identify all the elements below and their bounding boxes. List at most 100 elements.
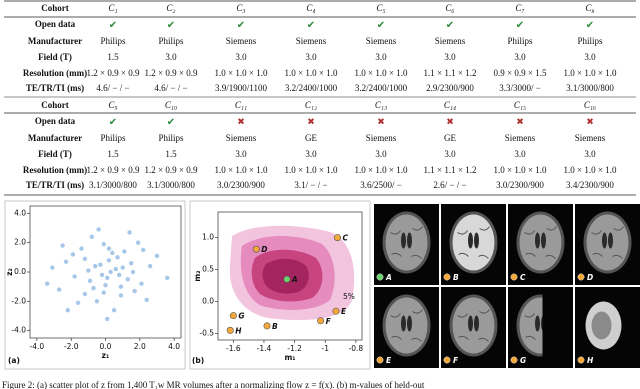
mr-ventricle <box>535 315 540 332</box>
mr-crop <box>542 287 573 368</box>
mr-ventricle <box>608 232 613 249</box>
y-tick-label: 1.0 <box>202 233 214 242</box>
table-cell: Philips <box>158 36 184 46</box>
table-cell: GE <box>444 133 456 143</box>
table-cell: C₆ <box>445 3 454 13</box>
scatter-point <box>111 307 117 313</box>
x-axis-label: z₁ <box>102 351 110 360</box>
mr-ventricle <box>401 315 406 332</box>
scatter-point <box>125 277 131 282</box>
cohort-point <box>283 275 291 283</box>
table-cell: C₉ <box>108 100 117 110</box>
scatter-point <box>130 269 136 275</box>
table-cell: Siemens <box>575 133 606 143</box>
table-cell: 1.0 × 1.0 × 1.0 <box>215 68 268 78</box>
table-cell: 0.9 × 0.9 × 1.5 <box>494 68 547 78</box>
cohort-point-label: H <box>235 326 242 335</box>
row-label: Field (T) <box>38 149 72 159</box>
mr-brain <box>385 214 428 271</box>
image-marker <box>376 356 384 364</box>
y-axis-label: z₂ <box>5 268 14 276</box>
scatter-point <box>63 259 69 264</box>
table-cell: 3.1/3000/800 <box>147 180 195 190</box>
table-cell: Siemens <box>366 133 397 143</box>
row-label: Manufacturer <box>28 133 82 143</box>
table-cell: C₁₁ <box>235 100 247 110</box>
table-cell: 1.0 × 1.0 × 1.0 <box>285 165 338 175</box>
cohort-point-label: G <box>238 312 244 321</box>
open-data-icon: ✔ <box>377 20 385 31</box>
table-cell: 3.0 <box>514 149 526 159</box>
image-marker <box>577 273 585 281</box>
table-cell: 3.4/2300/900 <box>566 180 614 190</box>
scatter-point <box>144 297 149 303</box>
image-label: H <box>587 356 594 365</box>
table-cell: 3.0 <box>514 52 526 62</box>
table-cell: 1.0 × 1.0 × 1.0 <box>215 165 268 175</box>
scatter-point <box>129 261 134 266</box>
caption: Figure 2: (a) scatter plot of z from 1,4… <box>2 380 425 389</box>
mr-ventricle <box>401 232 406 249</box>
cohort-point <box>317 317 325 325</box>
open-data-icon: ✖ <box>377 118 385 128</box>
image-marker <box>443 273 451 281</box>
table-cell: 1.0 × 1.0 × 1.0 <box>285 68 338 78</box>
table-cell: 1.0 × 1.0 × 1.0 <box>355 165 408 175</box>
row-label: TE/TR/TI (ms) <box>26 83 84 93</box>
scatter-point <box>135 240 141 245</box>
table-cell: 3.0 <box>235 52 247 62</box>
scatter-point <box>127 230 132 235</box>
mr-brain <box>519 214 562 271</box>
x-tick-label: -1 <box>321 344 329 353</box>
scatter-point <box>70 252 76 257</box>
y-tick-label: 0.5 <box>202 265 214 274</box>
mr-ventricle <box>474 232 479 249</box>
scatter-point <box>44 281 50 286</box>
table-cell: 1.2 × 0.9 × 0.9 <box>145 165 198 175</box>
open-data-icon: ✔ <box>586 20 594 31</box>
scatter-point <box>105 275 110 281</box>
scatter-point <box>96 227 101 232</box>
cohort-table: Cohort C₁ C₂ C₃ C₄ C₅ C₆ C₇ C₈ Open data ✔ ✔ ✔ ✔ ✔ ✔ ✔ ✔ M… <box>4 0 636 196</box>
scatter-point <box>60 243 65 248</box>
x-tick-label: 0.0 <box>100 342 112 351</box>
scatter-point <box>106 258 112 263</box>
cohort-point <box>226 326 234 334</box>
x-axis-label: m₁ <box>284 353 295 362</box>
row-label: TE/TR/TI (ms) <box>26 180 84 190</box>
table-cell: 3.0 <box>444 52 456 62</box>
scatter-point <box>108 269 113 275</box>
cohort-point <box>333 234 341 242</box>
scatter-point <box>93 263 98 269</box>
cohort-point <box>252 245 260 253</box>
y-axis-label: m₂ <box>193 270 202 281</box>
image-marker <box>443 356 451 364</box>
table-cell: 1.5 <box>107 149 119 159</box>
table-cell: 1.0 × 1.0 × 1.0 <box>494 165 547 175</box>
scatter-point <box>115 255 120 260</box>
table-cell: 3.3/3000/ − <box>499 83 541 93</box>
image-marker <box>510 273 518 281</box>
table-cell: Siemens <box>226 36 257 46</box>
table-cell: 1.2 × 0.9 × 0.9 <box>145 68 198 78</box>
panel-b-frame <box>189 200 371 370</box>
table-cell: 3.0 <box>235 149 247 159</box>
table-cell: 3.0/2300/900 <box>217 180 265 190</box>
open-data-icon: ✖ <box>446 118 454 128</box>
table-cell: 1.1 × 1.1 × 1.2 <box>424 68 477 78</box>
table-cell: 1.0 × 1.0 × 1.0 <box>564 68 617 78</box>
table-cell: C₁₃ <box>375 100 387 110</box>
row-label: Cohort <box>41 100 69 110</box>
scatter-point <box>50 265 55 270</box>
open-data-icon: ✔ <box>307 20 315 31</box>
row-label: Open data <box>35 116 76 126</box>
table-cell: C₁₂ <box>305 100 317 110</box>
scatter-point <box>91 285 96 291</box>
open-data-icon: ✔ <box>446 20 454 31</box>
cohort-point-label: C <box>342 234 348 243</box>
scatter-point <box>120 265 125 270</box>
open-data-icon: ✖ <box>516 118 524 128</box>
panel-label: (b) <box>192 356 204 365</box>
mr-ventricle <box>535 232 540 249</box>
